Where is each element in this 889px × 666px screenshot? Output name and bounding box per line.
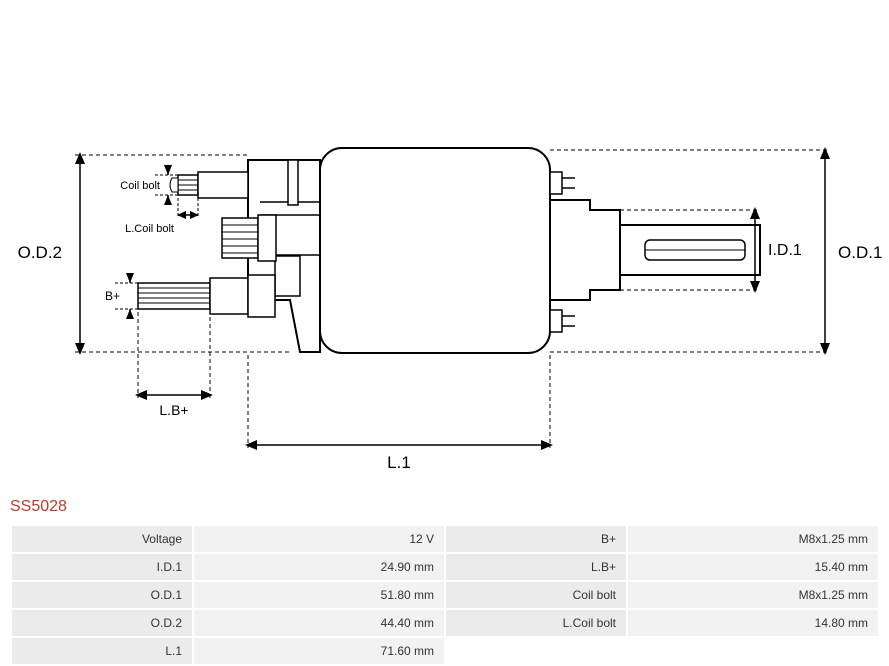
spec-table: Voltage12 VB+M8x1.25 mmI.D.124.90 mmL.B+… <box>10 524 880 666</box>
label-od1: O.D.1 <box>838 243 882 262</box>
label-lbplus: L.B+ <box>159 402 188 418</box>
spec-value: 44.40 mm <box>194 610 444 636</box>
technical-diagram: O.D.2 O.D.1 I.D.1 L.1 L.B+ B+ Coil bolt … <box>0 0 889 490</box>
spec-label: L.1 <box>12 638 192 664</box>
spec-value: 71.60 mm <box>194 638 444 664</box>
label-bplus: B+ <box>105 289 120 303</box>
part-number: SS5028 <box>0 490 889 524</box>
spec-label: Voltage <box>12 526 192 552</box>
spec-value: 12 V <box>194 526 444 552</box>
right-plunger <box>550 172 760 332</box>
spec-value: M8x1.25 mm <box>628 526 878 552</box>
table-row: L.171.60 mm <box>12 638 878 664</box>
table-row: Voltage12 VB+M8x1.25 mm <box>12 526 878 552</box>
spec-value: M8x1.25 mm <box>628 582 878 608</box>
spec-label: Coil bolt <box>446 582 626 608</box>
spec-value: 14.80 mm <box>628 610 878 636</box>
spec-label: L.Coil bolt <box>446 610 626 636</box>
spec-label: B+ <box>446 526 626 552</box>
label-l1: L.1 <box>387 453 411 472</box>
label-coil-bolt: Coil bolt <box>120 180 160 192</box>
bplus-bolt-shape <box>138 275 275 317</box>
l-coil-bolt-shape <box>222 215 276 261</box>
table-row: O.D.244.40 mmL.Coil bolt14.80 mm <box>12 610 878 636</box>
table-row: O.D.151.80 mmCoil boltM8x1.25 mm <box>12 582 878 608</box>
coil-bolt-shape <box>170 172 248 198</box>
spec-value: 24.90 mm <box>194 554 444 580</box>
spec-value: 51.80 mm <box>194 582 444 608</box>
diagram-svg: O.D.2 O.D.1 I.D.1 L.1 L.B+ B+ Coil bolt … <box>0 0 889 490</box>
spec-label: I.D.1 <box>12 554 192 580</box>
spec-value: 15.40 mm <box>628 554 878 580</box>
label-od2: O.D.2 <box>18 243 62 262</box>
table-row: I.D.124.90 mmL.B+15.40 mm <box>12 554 878 580</box>
body-main <box>320 148 550 353</box>
label-l-coil-bolt: L.Coil bolt <box>125 223 174 235</box>
spec-value <box>628 638 878 664</box>
spec-label <box>446 638 626 664</box>
spec-label: L.B+ <box>446 554 626 580</box>
spec-label: O.D.2 <box>12 610 192 636</box>
label-id1: I.D.1 <box>768 242 802 259</box>
spec-label: O.D.1 <box>12 582 192 608</box>
